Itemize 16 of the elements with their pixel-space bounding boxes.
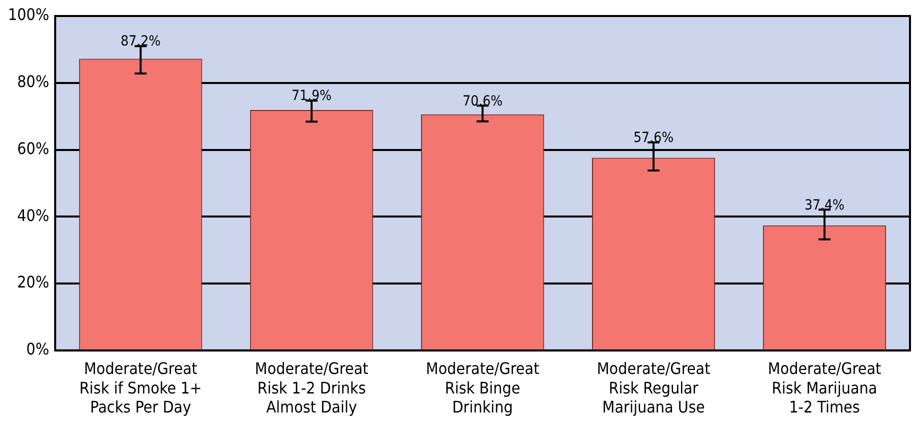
x-tick-label: Moderate/Great Risk Marijuana 1-2 Times <box>768 359 882 417</box>
data-label: 57.6% <box>634 130 674 146</box>
data-label: 37.4% <box>804 197 845 214</box>
y-tick-label: 20% <box>17 272 50 292</box>
y-tick-label: 100% <box>8 5 50 24</box>
data-label: 71.9% <box>292 88 332 104</box>
y-tick-label: 0% <box>26 340 50 359</box>
x-tick-label: Moderate/Great Risk if Smoke 1+ Packs Per Day <box>79 359 202 417</box>
y-tick-label: 60% <box>17 138 50 158</box>
y-tick-label: 40% <box>17 206 50 225</box>
data-label: 87.2% <box>120 34 161 50</box>
x-tick-label: Moderate/Great Risk 1-2 Drinks Almost Daily <box>254 359 369 417</box>
y-tick-label: 80% <box>17 72 50 92</box>
x-tick-label: Moderate/Great Risk Regular Marijuana Use <box>596 359 711 417</box>
data-label: 70.6% <box>462 93 503 110</box>
x-tick-label: Moderate/Great Risk Binge Drinking <box>426 359 540 417</box>
